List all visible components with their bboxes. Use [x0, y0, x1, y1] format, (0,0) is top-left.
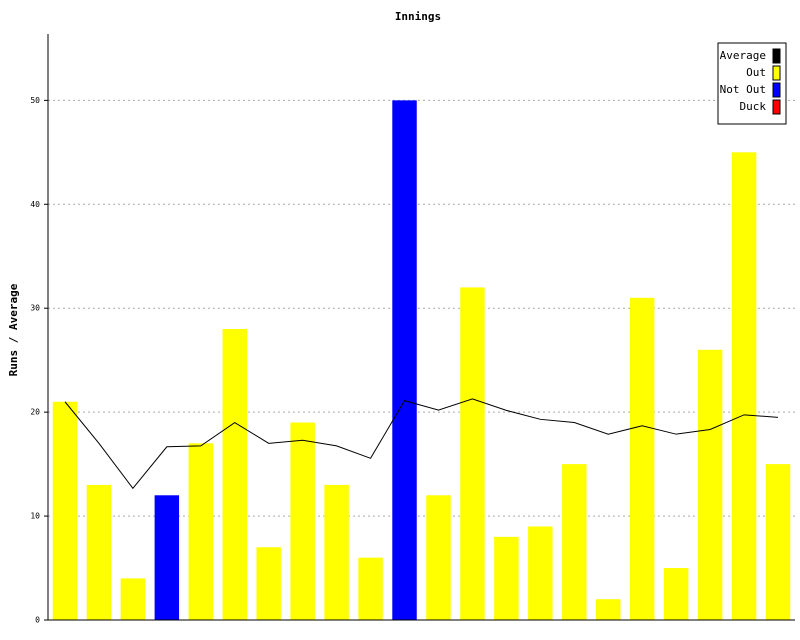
y-tick-label: 40 — [30, 200, 40, 209]
bar — [426, 495, 451, 620]
legend-swatch — [772, 99, 781, 115]
bar — [154, 495, 180, 620]
bar — [765, 464, 791, 620]
bar — [324, 484, 349, 620]
y-tick-label: 50 — [30, 96, 40, 105]
y-tick-label: 30 — [30, 304, 40, 313]
bar — [596, 599, 621, 620]
bar — [290, 422, 315, 620]
chart-title: Innings — [395, 10, 441, 23]
bar — [460, 287, 485, 620]
legend-label: Average — [720, 49, 766, 62]
bar — [188, 443, 214, 620]
bar — [120, 578, 146, 620]
line — [64, 398, 779, 490]
bar — [697, 349, 723, 620]
legend: Average Out Not Out Duck — [717, 42, 787, 125]
bar — [731, 152, 757, 621]
bar — [222, 329, 247, 620]
bar — [494, 536, 519, 620]
bar — [52, 401, 78, 620]
bar — [86, 484, 112, 620]
legend-label: Not Out — [720, 83, 766, 96]
bar — [358, 557, 383, 620]
y-tick-label: 20 — [30, 408, 40, 417]
bar — [256, 547, 281, 620]
bar — [528, 526, 553, 620]
legend-swatch — [772, 82, 781, 98]
legend-label: Out — [746, 66, 766, 79]
y-axis-label: Runs / Average — [7, 283, 20, 376]
y-tick-label: 0 — [35, 616, 40, 625]
bar — [562, 464, 587, 620]
bar — [663, 568, 689, 620]
bar — [392, 100, 417, 621]
legend-swatch — [772, 48, 781, 64]
legend-swatch — [772, 65, 781, 81]
bar — [629, 297, 655, 620]
y-tick-label: 10 — [30, 512, 40, 521]
legend-label: Duck — [740, 100, 767, 113]
